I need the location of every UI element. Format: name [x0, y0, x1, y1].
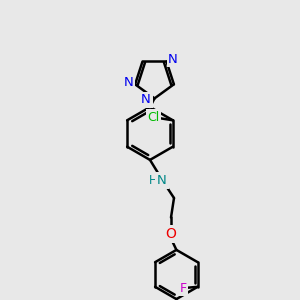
- Text: Cl: Cl: [147, 111, 160, 124]
- Text: O: O: [166, 227, 176, 241]
- Text: H: H: [148, 174, 158, 187]
- Text: N: N: [124, 76, 134, 89]
- Text: N: N: [157, 174, 167, 187]
- Text: N: N: [168, 52, 178, 66]
- Text: N: N: [141, 93, 151, 106]
- Text: F: F: [180, 282, 187, 295]
